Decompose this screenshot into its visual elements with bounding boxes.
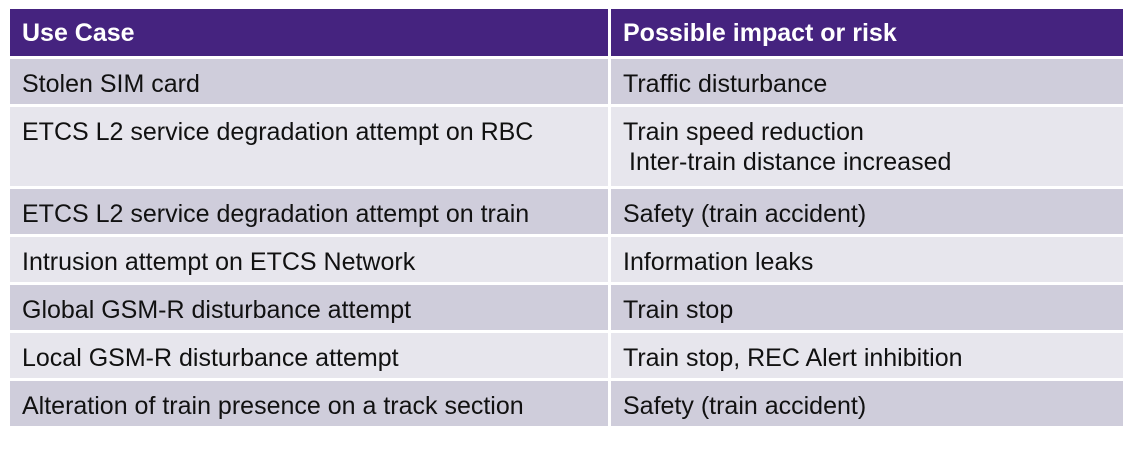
table-row: ETCS L2 service degradation attempt on t…: [7, 186, 1126, 237]
table-row: Alteration of train presence on a track …: [7, 378, 1126, 429]
use-case-cell: ETCS L2 service degradation attempt on R…: [7, 104, 611, 189]
use-case-cell: Local GSM-R disturbance attempt: [7, 330, 611, 381]
impact-cell: Train stop, REC Alert inhibition: [608, 330, 1126, 381]
use-case-cell: Intrusion attempt on ETCS Network: [7, 234, 611, 285]
table-row: Intrusion attempt on ETCS Network Inform…: [7, 234, 1126, 285]
header-impact: Possible impact or risk: [608, 6, 1126, 59]
table-row: Local GSM-R disturbance attempt Train st…: [7, 330, 1126, 381]
table-row: Stolen SIM card Traffic disturbance: [7, 56, 1126, 107]
table-row: ETCS L2 service degradation attempt on R…: [7, 104, 1126, 189]
impact-cell: Safety (train accident): [608, 378, 1126, 429]
impact-cell: Train stop: [608, 282, 1126, 333]
impact-line: Inter-train distance increased: [629, 148, 952, 176]
table-row: Global GSM-R disturbance attempt Train s…: [7, 282, 1126, 333]
impact-cell: Traffic disturbance: [608, 56, 1126, 107]
risk-table: Use Case Possible impact or risk Stolen …: [7, 6, 1126, 429]
header-row: Use Case Possible impact or risk: [7, 6, 1126, 59]
impact-line: Train speed reduction: [623, 118, 864, 146]
use-case-cell: Alteration of train presence on a track …: [7, 378, 611, 429]
header-use-case: Use Case: [7, 6, 611, 59]
impact-cell: Information leaks: [608, 234, 1126, 285]
use-case-cell: Global GSM-R disturbance attempt: [7, 282, 611, 333]
impact-cell: Safety (train accident): [608, 186, 1126, 237]
use-case-cell: Stolen SIM card: [7, 56, 611, 107]
use-case-cell: ETCS L2 service degradation attempt on t…: [7, 186, 611, 237]
impact-cell: Train speed reduction Inter-train distan…: [608, 104, 1126, 189]
